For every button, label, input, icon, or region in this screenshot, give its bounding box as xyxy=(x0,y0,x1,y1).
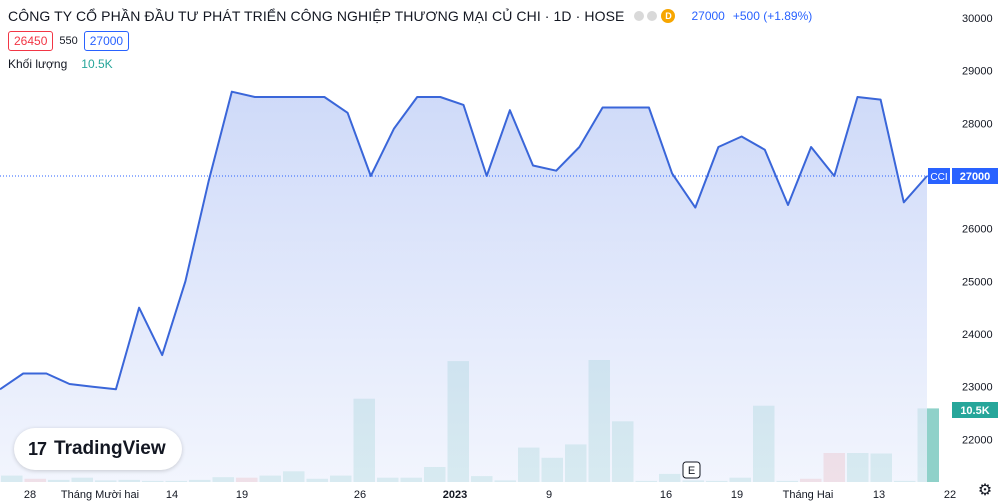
status-dot-icon xyxy=(634,11,645,21)
last-price: 27000 xyxy=(691,9,725,23)
last-volume-tag-label: 10.5K xyxy=(960,405,989,417)
price-area-fill xyxy=(0,91,927,482)
tradingview-logo[interactable]: 17 TradingView xyxy=(14,428,182,470)
y-tick-label: 29000 xyxy=(962,66,993,78)
x-tick-label: 2023 xyxy=(443,489,467,501)
price-change: +500 (+1.89%) xyxy=(732,9,813,23)
tradingview-logo-text: TradingView xyxy=(54,438,166,459)
status-dot-icon xyxy=(647,11,658,21)
chart-header: CÔNG TY CỔ PHẦN ĐẦU TƯ PHÁT TRIỂN CÔNG N… xyxy=(8,6,812,26)
earnings-marker[interactable] xyxy=(682,461,701,479)
price-area xyxy=(0,90,950,482)
x-tick-label: 19 xyxy=(236,489,248,501)
volume-legend[interactable]: Khối lượng 10.5K xyxy=(8,57,113,71)
gear-icon[interactable]: ⚙ xyxy=(977,482,993,499)
earnings-marker-label: E xyxy=(688,465,695,477)
last-price-tag-label: 27000 xyxy=(960,171,991,183)
symbol-tag-label: CCI xyxy=(930,172,947,183)
x-tick-label: 13 xyxy=(873,489,885,501)
x-tick-label: 16 xyxy=(660,489,672,501)
status-dots xyxy=(634,11,658,21)
x-tick-label: 26 xyxy=(354,489,366,501)
spread-value: 550 xyxy=(59,35,78,47)
sell-price-button[interactable]: 26450 xyxy=(8,31,54,51)
x-tick-label: 9 xyxy=(546,489,552,501)
price-line xyxy=(0,90,928,391)
y-tick-label: 26000 xyxy=(962,224,993,236)
y-tick-label: 25000 xyxy=(962,276,993,288)
delayed-data-badge[interactable]: D xyxy=(661,9,676,23)
symbol-title[interactable]: CÔNG TY CỔ PHẦN ĐẦU TƯ PHÁT TRIỂN CÔNG N… xyxy=(8,8,625,24)
x-tick-label: 28 xyxy=(24,489,36,501)
tradingview-logo-icon: 17 xyxy=(28,438,47,459)
y-tick-label: 24000 xyxy=(962,329,993,341)
price-axis: 30000 29000 28000 27000 26000 25000 24000 23000… xyxy=(962,13,993,446)
y-tick-label: 23000 xyxy=(962,382,993,394)
last-price-tag xyxy=(952,168,998,184)
last-volume-tag xyxy=(952,402,998,418)
symbol-tag xyxy=(928,168,950,184)
buy-price-button[interactable]: 27000 xyxy=(83,31,130,51)
y-tick-label: 30000 xyxy=(962,13,993,25)
x-tick-label: 14 xyxy=(166,489,178,501)
y-tick-label: 28000 xyxy=(962,118,993,130)
volume-legend-value: 10.5K xyxy=(81,57,113,71)
x-tick-label: 22 xyxy=(944,489,956,501)
y-tick-label: 22000 xyxy=(962,434,993,446)
volume-legend-label: Khối lượng xyxy=(8,57,68,71)
last-value-labels: CCI 27000 10.5K xyxy=(928,168,998,418)
time-axis: 28 Tháng Mười hai 14 19 26 2023 9 16 19 Tháng Hai… xyxy=(24,461,956,501)
bid-ask-row: 26450 550 27000 xyxy=(8,31,130,51)
x-tick-label: Tháng Hai xyxy=(783,489,834,501)
x-tick-label: Tháng Mười hai xyxy=(61,489,139,501)
x-tick-label: 19 xyxy=(731,489,743,501)
